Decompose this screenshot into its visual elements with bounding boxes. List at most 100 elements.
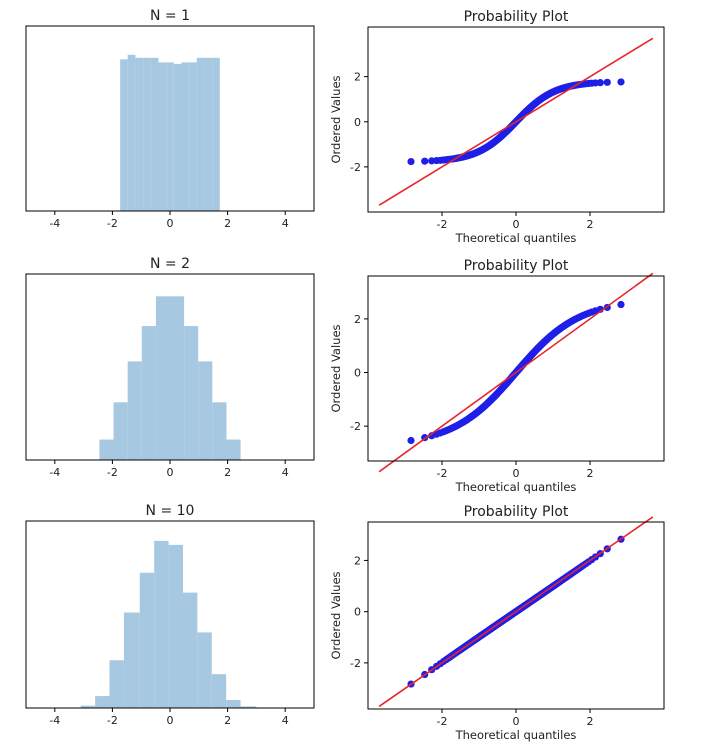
- histogram-bar: [173, 63, 182, 211]
- histogram-bar: [166, 62, 174, 211]
- histogram-bar: [80, 705, 96, 708]
- histogram-bar: [158, 62, 167, 211]
- x-tick-label: -2: [107, 466, 118, 479]
- axes-frame: [367, 521, 665, 710]
- data-point: [617, 300, 625, 309]
- y-tick-label: 2: [354, 71, 361, 84]
- x-axis-label: Theoretical quantiles: [455, 728, 577, 742]
- axes-frame: [25, 273, 315, 461]
- data-point: [596, 79, 604, 87]
- data-point: [407, 157, 415, 166]
- histogram-bar: [212, 57, 220, 211]
- histogram-bar: [196, 57, 205, 211]
- y-tick-label: 0: [354, 606, 361, 619]
- x-tick-label: 0: [513, 467, 520, 480]
- histogram-bar: [181, 62, 190, 211]
- x-tick-label: -2: [437, 715, 448, 728]
- data-point: [617, 78, 625, 86]
- histogram-bar: [120, 59, 128, 211]
- histogram-bar: [123, 612, 140, 708]
- histogram-bar: [204, 57, 213, 211]
- probability-plot-panel: Probability Plot -2 0 2 Theoretical quantile…: [329, 258, 665, 494]
- y-tick-label: 0: [354, 367, 361, 380]
- y-tick-label: -2: [350, 420, 361, 433]
- x-tick-label: -4: [49, 714, 60, 727]
- histogram-bar: [135, 57, 144, 211]
- x-tick-label: 0: [167, 217, 174, 230]
- histogram-bar: [226, 700, 241, 708]
- histogram-bar: [127, 54, 136, 211]
- data-point: [407, 436, 415, 445]
- x-tick-label: -4: [49, 217, 60, 230]
- chart-title: N = 10: [146, 503, 195, 519]
- axes-frame: [25, 25, 315, 212]
- x-tick-label: -2: [107, 714, 118, 727]
- histogram-bar: [211, 674, 227, 708]
- axes-frame: [25, 520, 315, 709]
- x-tick-label: 0: [167, 466, 174, 479]
- histogram-bar: [198, 361, 213, 460]
- histogram-bar: [212, 402, 227, 460]
- y-tick-label: -2: [350, 161, 361, 174]
- fit-line: [378, 516, 654, 708]
- y-axis-label: Ordered Values: [329, 324, 343, 412]
- chart-title: Probability Plot: [464, 258, 569, 274]
- chart-title: N = 1: [150, 8, 190, 24]
- x-tick-label: 0: [167, 714, 174, 727]
- histogram-bar: [95, 696, 110, 708]
- data-point: [421, 157, 429, 165]
- probability-plot-panel: Probability Plot -2 0 2 Theoretical quantile…: [329, 504, 665, 742]
- histogram-bar: [226, 439, 241, 460]
- y-axis-label: Ordered Values: [329, 571, 343, 659]
- probability-plot-panel: Probability Plot -2 0 2 Theoretical quantile…: [329, 9, 665, 245]
- x-tick-label: 2: [587, 218, 594, 231]
- x-tick-label: 4: [282, 217, 289, 230]
- x-tick-label: 2: [224, 466, 231, 479]
- x-tick-label: 2: [224, 217, 231, 230]
- y-tick-label: 2: [354, 554, 361, 567]
- histogram-bar: [155, 296, 170, 460]
- chart-title: N = 2: [150, 256, 190, 272]
- axes-frame: [367, 26, 665, 213]
- histogram-bar: [168, 544, 183, 708]
- fit-line: [378, 272, 654, 473]
- axes-frame: [367, 275, 665, 462]
- x-tick-label: -2: [437, 467, 448, 480]
- y-tick-label: -2: [350, 657, 361, 670]
- x-tick-label: 0: [513, 715, 520, 728]
- x-tick-label: -2: [437, 218, 448, 231]
- chart-title: Probability Plot: [464, 9, 569, 25]
- histogram-panel: N = 10 -4 -2 0 2 4: [25, 503, 315, 727]
- x-tick-label: -4: [49, 466, 60, 479]
- x-tick-label: 4: [282, 714, 289, 727]
- x-axis-label: Theoretical quantiles: [455, 480, 577, 494]
- histogram-bar: [184, 326, 199, 460]
- fit-line: [378, 37, 654, 206]
- y-tick-label: 2: [354, 313, 361, 326]
- x-axis-label: Theoretical quantiles: [455, 231, 577, 245]
- x-tick-label: 4: [282, 466, 289, 479]
- histogram-bar: [189, 62, 197, 211]
- histogram-bar: [143, 57, 151, 211]
- histogram-bar: [170, 296, 185, 460]
- histogram-panel: N = 1 -4 -2 0 2 4: [25, 8, 315, 230]
- data-point: [603, 78, 611, 86]
- histogram-bar: [127, 361, 142, 460]
- x-tick-label: 2: [224, 714, 231, 727]
- histogram-bar: [109, 660, 124, 708]
- histogram-panel: N = 2 -4 -2 0 2 4: [25, 256, 315, 479]
- histogram-bar: [139, 572, 155, 708]
- histogram-bar: [99, 439, 114, 460]
- x-tick-label: -2: [107, 217, 118, 230]
- histogram-bar: [113, 402, 128, 460]
- histogram-bar: [154, 540, 169, 708]
- histogram-bar: [141, 326, 156, 460]
- histogram-bar: [182, 592, 198, 708]
- y-tick-label: 0: [354, 116, 361, 129]
- histogram-bar: [240, 706, 257, 708]
- x-tick-label: 2: [587, 715, 594, 728]
- histogram-bar: [197, 632, 212, 708]
- histogram-bar: [150, 57, 159, 211]
- x-tick-label: 2: [587, 467, 594, 480]
- y-axis-label: Ordered Values: [329, 75, 343, 163]
